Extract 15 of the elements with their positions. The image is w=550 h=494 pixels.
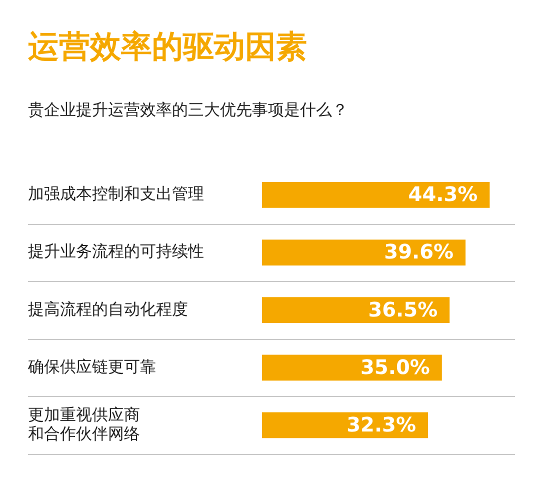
- chart-title: 运营效率的驱动因素: [28, 28, 307, 67]
- y-tick-label: 提升业务流程的可持续性: [28, 242, 204, 261]
- y-tick-label: 加强成本控制和支出管理: [28, 184, 204, 204]
- chart-subtitle: 贵企业提升运营效率的三大优先事项是什么？: [28, 100, 348, 121]
- bar: [262, 240, 466, 266]
- bar: [262, 297, 450, 324]
- data-label: 32.3%: [346, 412, 416, 436]
- data-label: 44.3%: [408, 182, 478, 206]
- data-label: 35.0%: [360, 354, 430, 379]
- bar: [262, 182, 490, 208]
- y-tick-label: 确保供应链更可靠: [27, 356, 156, 376]
- y-tick-label: 更加重视供应商和合作伙伴网络: [28, 404, 140, 443]
- data-label: 39.6%: [384, 240, 454, 264]
- data-label: 36.5%: [368, 297, 438, 322]
- y-tick-label: 提高流程的自动化程度: [28, 299, 188, 318]
